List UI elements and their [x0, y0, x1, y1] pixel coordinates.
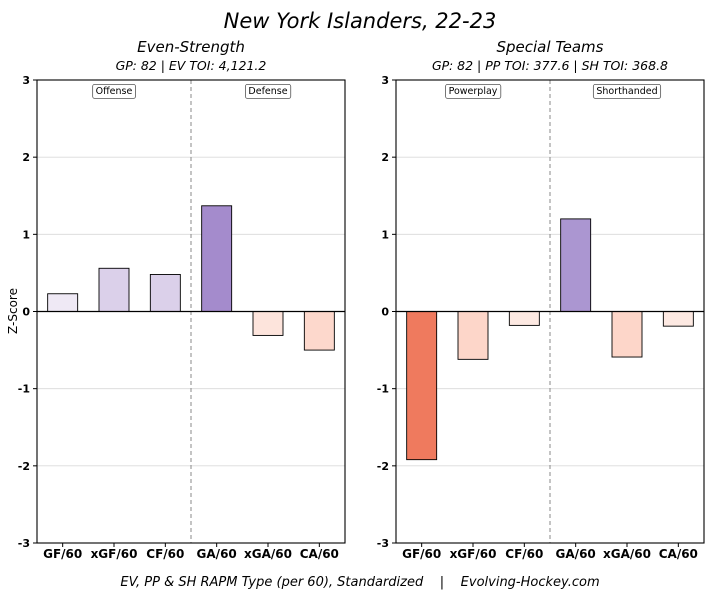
bar-ga-60 — [560, 218, 592, 312]
bar-cf-60 — [508, 311, 540, 326]
bar-cf-60 — [149, 274, 181, 312]
section-label: Defense — [248, 86, 287, 97]
plot-frame — [395, 79, 705, 544]
bar-gf-60 — [47, 293, 79, 312]
y-tick-label: 0 — [22, 306, 30, 319]
y-tick-label: -1 — [18, 383, 30, 396]
even-strength-panel: Even-Strength GP: 82 | EV TOI: 4,121.2 Z… — [6, 38, 346, 561]
x-tick-label: xGF/60 — [91, 547, 138, 561]
x-tick-label: CA/60 — [659, 547, 698, 561]
x-tick-label: CF/60 — [505, 547, 543, 561]
section-label-box — [92, 83, 136, 99]
y-tick-label: -3 — [18, 537, 30, 550]
x-tick-label: CA/60 — [300, 547, 339, 561]
section-label-box — [245, 83, 292, 99]
bar-ga-60 — [201, 205, 233, 312]
bar-ca-60 — [662, 311, 694, 327]
y-tick-label: -2 — [18, 460, 30, 473]
y-axis-label: Z-Score — [6, 288, 20, 334]
figure-footer: EV, PP & SH RAPM Type (per 60), Standard… — [120, 575, 599, 590]
y-tick-label: 1 — [22, 228, 30, 241]
section-label: Offense — [96, 86, 133, 97]
y-tick-label: 0 — [381, 306, 389, 319]
x-tick-label: CF/60 — [146, 547, 184, 561]
special-teams-panel: Special Teams GP: 82 | PP TOI: 377.6 | S… — [377, 38, 705, 561]
x-tick-label: xGA/60 — [603, 547, 651, 561]
y-tick-label: 1 — [381, 228, 389, 241]
section-label: Shorthanded — [596, 86, 657, 97]
y-tick-label: 2 — [22, 151, 30, 164]
section-label-box — [445, 83, 502, 99]
even-strength-subtitle: GP: 82 | EV TOI: 4,121.2 — [116, 58, 267, 73]
section-label: Powerplay — [449, 86, 498, 97]
plot-frame — [36, 79, 346, 544]
figure-title: New York Islanders, 22-23 — [224, 9, 497, 33]
even-strength-title: Even-Strength — [137, 38, 245, 56]
bar-xga-60 — [252, 311, 284, 336]
special-teams-title: Special Teams — [497, 38, 604, 56]
bar-gf-60 — [406, 311, 438, 461]
y-tick-label: 2 — [381, 151, 389, 164]
y-tick-label: 3 — [22, 74, 30, 87]
x-tick-label: GF/60 — [402, 547, 441, 561]
section-label-box — [592, 83, 662, 99]
x-tick-label: GA/60 — [197, 547, 237, 561]
x-tick-label: GF/60 — [43, 547, 82, 561]
special-teams-subtitle: GP: 82 | PP TOI: 377.6 | SH TOI: 368.8 — [432, 58, 668, 73]
bar-ca-60 — [303, 311, 335, 351]
y-tick-label: 3 — [381, 74, 389, 87]
x-tick-label: xGA/60 — [244, 547, 292, 561]
y-tick-label: -2 — [377, 460, 389, 473]
bar-xga-60 — [611, 311, 643, 358]
y-tick-label: -1 — [377, 383, 389, 396]
x-tick-label: xGF/60 — [450, 547, 497, 561]
x-tick-label: GA/60 — [556, 547, 596, 561]
bar-xgf-60 — [98, 267, 130, 312]
y-tick-label: -3 — [377, 537, 389, 550]
bar-xgf-60 — [457, 311, 489, 360]
